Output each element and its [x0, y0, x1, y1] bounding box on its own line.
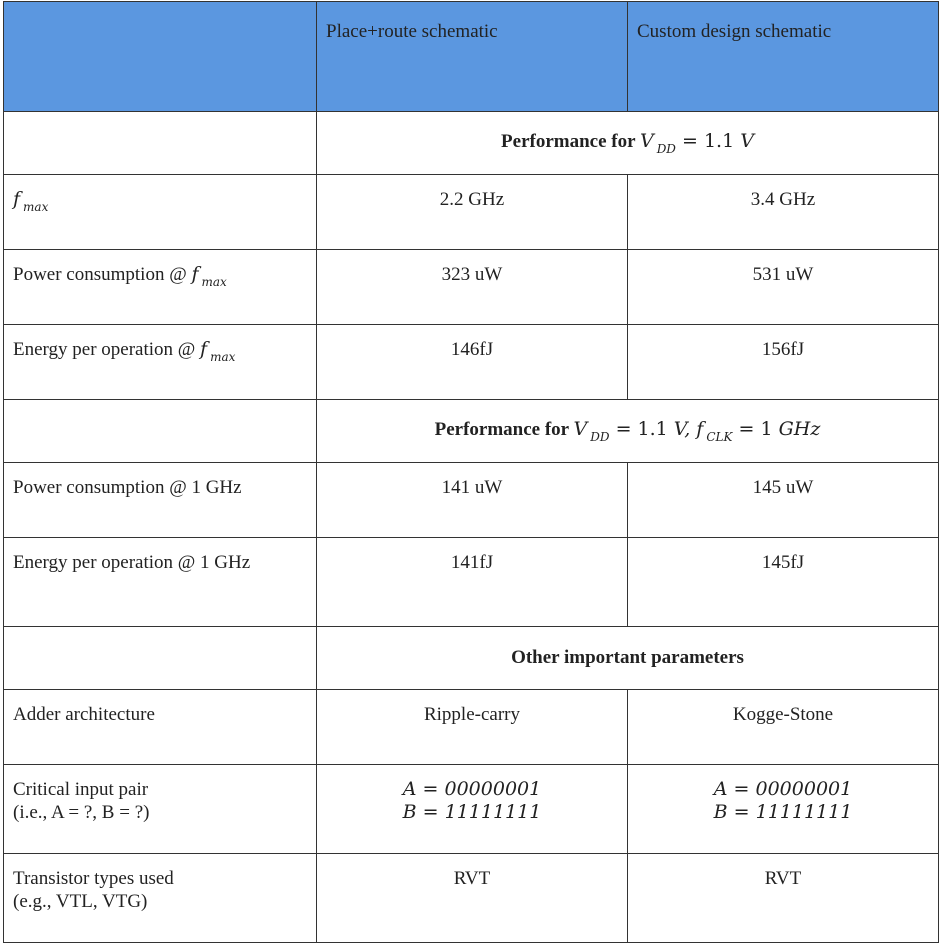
cell-custom-design: A = 00000001 B = 11111111: [627, 764, 939, 854]
section-row-other: Other important parameters: [3, 626, 939, 690]
cell-place-route: 141 uW: [316, 462, 628, 538]
math-vdd: V DD = 1.1 V: [639, 130, 754, 156]
cell-custom-design: Kogge-Stone: [627, 689, 939, 765]
table-row: f max 2.2 GHz 3.4 GHz: [3, 174, 939, 250]
cell-place-route: 323 uW: [316, 249, 628, 325]
table-row: Transistor types used (e.g., VTL, VTG) R…: [3, 853, 939, 943]
cell-custom-design: 3.4 GHz: [627, 174, 939, 250]
cell-place-route: RVT: [316, 853, 628, 943]
cell-place-route: A = 00000001 B = 11111111: [316, 764, 628, 854]
cell-place-route: Ripple-carry: [316, 689, 628, 765]
row-label: Energy per operation @ 1 GHz: [3, 537, 317, 627]
section-row-vdd: Performance for V DD = 1.1 V: [3, 111, 939, 175]
header-row: Place+route schematic Custom design sche…: [3, 1, 939, 112]
section-title: Performance for V DD = 1.1 V, f CLK = 1 GH…: [316, 399, 939, 463]
cell-place-route: 146fJ: [316, 324, 628, 400]
table-row: Power consumption @ f max 323 uW 531 uW: [3, 249, 939, 325]
table-row: Energy per operation @ f max 146fJ 156fJ: [3, 324, 939, 400]
section-row-vdd-fclk: Performance for V DD = 1.1 V, f CLK = 1 GH…: [3, 399, 939, 463]
table-row: Adder architecture Ripple-carry Kogge-St…: [3, 689, 939, 765]
row-label: f max: [3, 174, 317, 250]
row-label: Critical input pair (i.e., A = ?, B = ?): [3, 764, 317, 854]
cell-custom-design: 145 uW: [627, 462, 939, 538]
header-blank-cell: [3, 1, 317, 112]
row-label: Transistor types used (e.g., VTL, VTG): [3, 853, 317, 943]
table-row: Energy per operation @ 1 GHz 141fJ 145fJ: [3, 537, 939, 627]
cell-custom-design: 145fJ: [627, 537, 939, 627]
row-label: Power consumption @ f max: [3, 249, 317, 325]
cell-custom-design: 156fJ: [627, 324, 939, 400]
section-title: Performance for V DD = 1.1 V: [316, 111, 939, 175]
math-vdd-fclk: V DD = 1.1 V, f CLK = 1 GHz: [573, 418, 821, 444]
section-title: Other important parameters: [316, 626, 939, 690]
cell-place-route: 141fJ: [316, 537, 628, 627]
section-blank-cell: [3, 111, 317, 175]
section-blank-cell: [3, 626, 317, 690]
cell-place-route: 2.2 GHz: [316, 174, 628, 250]
performance-table: Place+route schematic Custom design sche…: [3, 1, 939, 943]
row-label: Adder architecture: [3, 689, 317, 765]
table-row: Critical input pair (i.e., A = ?, B = ?)…: [3, 764, 939, 854]
row-label: Power consumption @ 1 GHz: [3, 462, 317, 538]
table-row: Power consumption @ 1 GHz 141 uW 145 uW: [3, 462, 939, 538]
cell-custom-design: 531 uW: [627, 249, 939, 325]
section-blank-cell: [3, 399, 317, 463]
row-label: Energy per operation @ f max: [3, 324, 317, 400]
header-place-route: Place+route schematic: [316, 1, 628, 112]
header-custom-design: Custom design schematic: [627, 1, 939, 112]
cell-custom-design: RVT: [627, 853, 939, 943]
